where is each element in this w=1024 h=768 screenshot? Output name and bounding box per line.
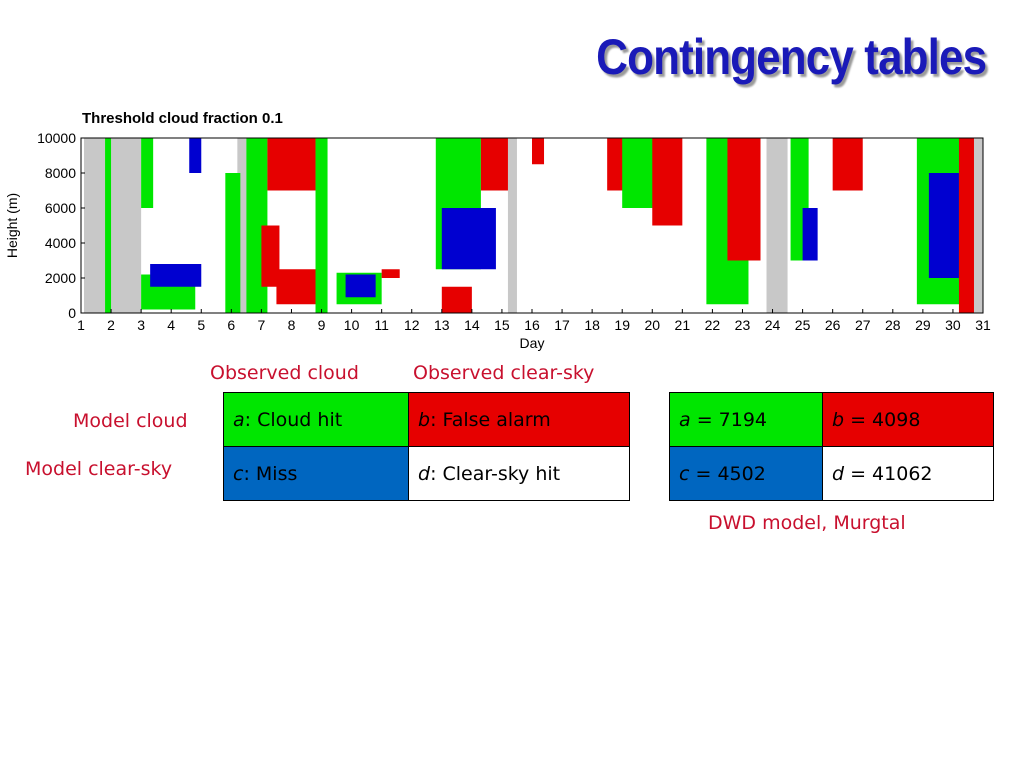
cloud-block-23	[727, 138, 761, 261]
x-tick-label-30: 31	[975, 317, 991, 333]
col-header-observed-cloud: Observed cloud	[210, 362, 359, 384]
value-d: d = 41062	[822, 446, 994, 501]
row-header-model-clear-sky: Model clear-sky	[25, 458, 173, 480]
x-tick-label-0: 1	[77, 317, 85, 333]
y-tick-label-0: 0	[68, 305, 76, 321]
no-data-period-5	[973, 138, 983, 313]
cloud-block-4	[189, 138, 202, 173]
no-data-period-0	[84, 138, 106, 313]
cloud-block-21	[652, 138, 683, 226]
x-tick-label-1: 2	[107, 317, 115, 333]
x-tick-label-18: 19	[614, 317, 630, 333]
x-tick-label-28: 29	[915, 317, 931, 333]
x-tick-label-2: 3	[137, 317, 145, 333]
cloud-block-13	[381, 269, 400, 278]
no-data-period-3	[507, 138, 517, 313]
cloud-fraction-chart: 1 2 3 4 5 6 7 8 9 10 11 12 13 14 15 16 17 18 19 20 21 22 23 24 2…	[4, 130, 991, 351]
x-tick-label-23: 24	[765, 317, 781, 333]
y-tick-label-5: 10000	[37, 130, 76, 146]
x-axis-label: Day	[520, 335, 545, 351]
y-axis-label: Height (m)	[4, 193, 20, 258]
cloud-block-26	[832, 138, 863, 191]
y-tick-label-1: 2000	[45, 270, 76, 286]
x-tick-label-11: 12	[404, 317, 420, 333]
cell-a-cloud-hit: a: Cloud hit	[223, 392, 409, 447]
x-tick-label-21: 22	[705, 317, 721, 333]
y-axis: 0 2000 4000 6000 8000 10000	[37, 130, 85, 321]
y-tick-label-3: 6000	[45, 200, 76, 216]
cloud-block-18	[532, 138, 545, 165]
x-tick-label-22: 23	[735, 317, 751, 333]
cloud-block-3	[150, 264, 202, 287]
contingency-table-definitions: a: Cloud hit b: False alarm c: Miss d: C…	[223, 392, 630, 501]
x-tick-label-17: 18	[584, 317, 600, 333]
contingency-table-values: a = 7194 b = 4098 c = 4502 d = 41062	[669, 392, 994, 501]
cloud-block-12	[345, 274, 376, 298]
cell-b-false-alarm: b: False alarm	[408, 392, 630, 447]
x-tick-label-19: 20	[644, 317, 660, 333]
cloud-block-10	[315, 138, 328, 313]
x-tick-label-8: 9	[318, 317, 326, 333]
slide-title: Contingency tables	[595, 29, 987, 85]
cloud-block-1	[141, 138, 154, 208]
cloud-layer	[105, 138, 974, 313]
x-tick-label-29: 30	[945, 317, 961, 333]
cloud-block-15	[441, 208, 496, 270]
no-data-layer	[84, 138, 983, 313]
x-tick-label-24: 25	[795, 317, 811, 333]
x-tick-label-15: 16	[524, 317, 540, 333]
cloud-block-28	[928, 173, 959, 278]
cloud-block-17	[480, 138, 508, 191]
chart-title: Threshold cloud fraction 0.1	[82, 110, 283, 127]
y-tick-label-4: 8000	[45, 165, 76, 181]
value-c: c = 4502	[669, 446, 823, 501]
cloud-block-8	[267, 138, 316, 191]
no-data-period-2	[237, 138, 247, 313]
cloud-block-9	[276, 269, 322, 305]
x-tick-label-7: 8	[288, 317, 296, 333]
cloud-block-5	[225, 173, 241, 313]
cloud-block-16	[441, 286, 472, 313]
cloud-block-29	[958, 138, 974, 313]
x-axis: 1 2 3 4 5 6 7 8 9 10 11 12 13 14 15 16 17 18 19 20 21 22 23 24 2…	[77, 309, 991, 333]
x-tick-label-25: 26	[825, 317, 841, 333]
cloud-block-25	[802, 208, 818, 261]
col-header-observed-clear-sky: Observed clear-sky	[413, 362, 595, 384]
value-b: b = 4098	[822, 392, 994, 447]
x-tick-label-9: 10	[344, 317, 360, 333]
x-tick-label-6: 7	[258, 317, 266, 333]
x-tick-label-26: 27	[855, 317, 871, 333]
x-tick-label-3: 4	[167, 317, 175, 333]
value-a: a = 7194	[669, 392, 823, 447]
x-tick-label-10: 11	[374, 317, 389, 333]
x-tick-label-14: 15	[494, 317, 510, 333]
x-tick-label-5: 6	[227, 317, 235, 333]
no-data-period-4	[766, 138, 788, 313]
cell-c-miss: c: Miss	[223, 446, 409, 501]
row-header-model-cloud: Model cloud	[73, 410, 188, 432]
x-tick-label-13: 14	[464, 317, 480, 333]
y-tick-label-2: 4000	[45, 235, 76, 251]
x-tick-label-4: 5	[197, 317, 205, 333]
x-tick-label-20: 21	[675, 317, 691, 333]
x-tick-label-27: 28	[885, 317, 901, 333]
cell-d-clear-sky-hit: d: Clear-sky hit	[408, 446, 630, 501]
cloud-block-7	[261, 225, 280, 287]
no-data-period-1	[111, 138, 142, 313]
cloud-block-0	[105, 138, 112, 313]
table-caption: DWD model, Murgtal	[708, 512, 906, 534]
x-tick-label-12: 13	[434, 317, 450, 333]
x-tick-label-16: 17	[554, 317, 570, 333]
